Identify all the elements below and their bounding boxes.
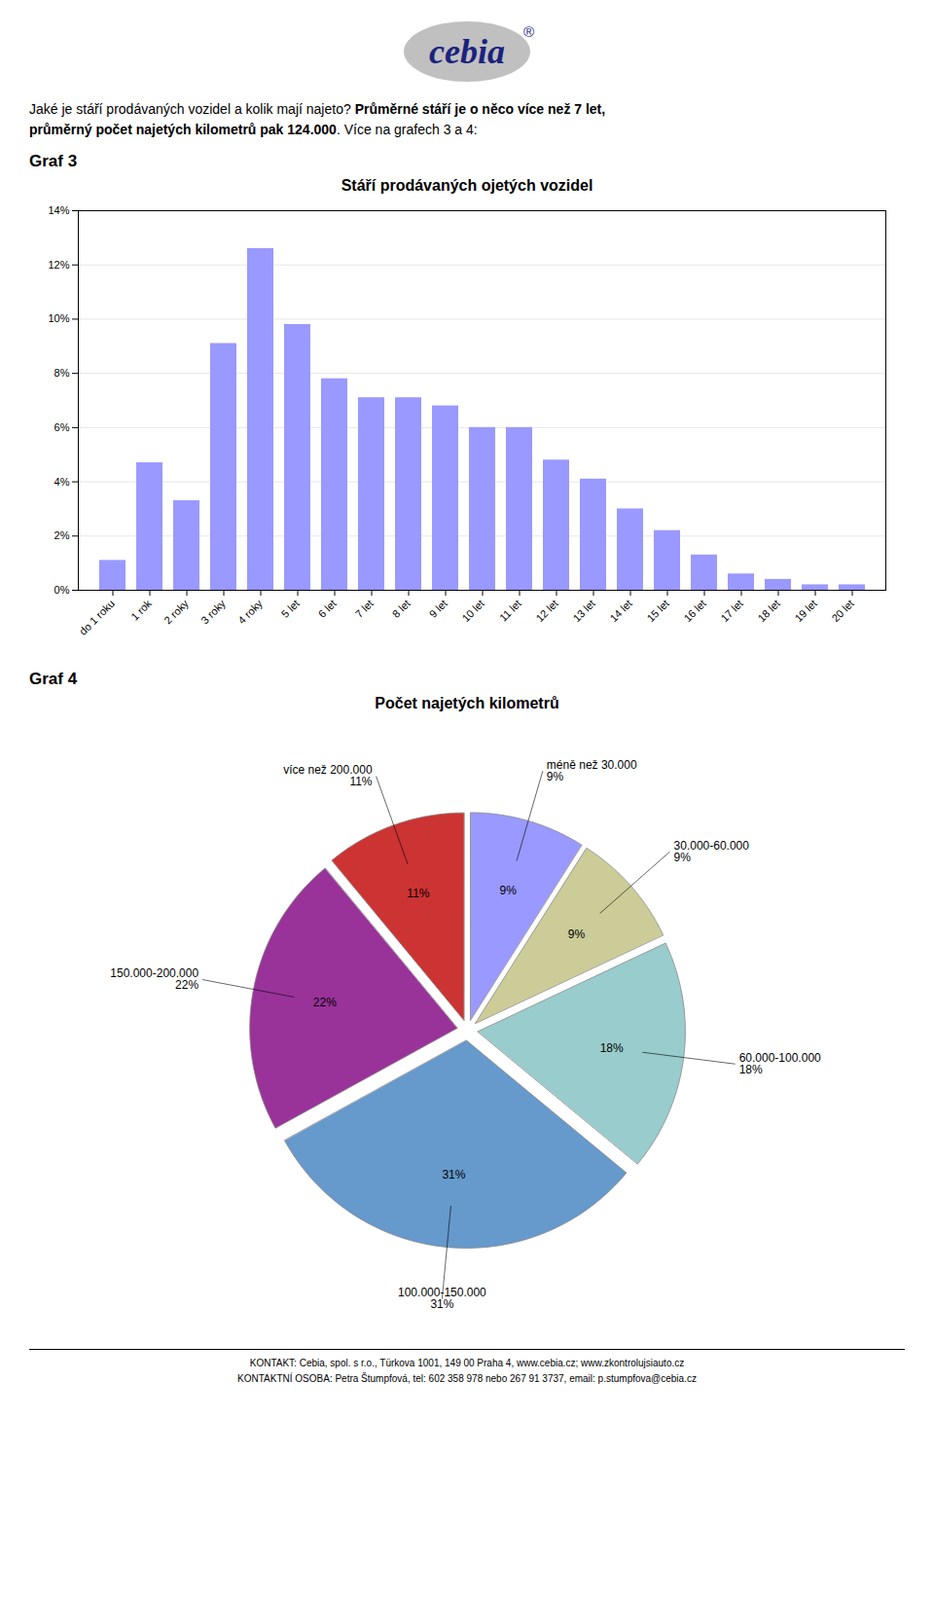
svg-text:1 rok: 1 rok (128, 596, 154, 622)
html-text:Graf 3: Graf 3 (29, 151, 77, 171)
svg-text:60.000-100.00018%: 60.000-100.00018% (739, 1050, 822, 1077)
html-text:Stáří prodávaných ojetých vozi: Stáří prodávaných ojetých vozidel (341, 177, 593, 194)
html-text:průměrný počet najetých kilome: průměrný počet najetých kilometrů pak 12… (29, 121, 478, 138)
svg-text:13 let: 13 let (570, 597, 598, 625)
svg-text:0%: 0% (54, 583, 71, 596)
svg-text:4 roky: 4 roky (235, 596, 265, 626)
svg-text:8%: 8% (54, 366, 71, 379)
svg-text:10 let: 10 let (459, 597, 487, 625)
svg-text:17 let: 17 let (718, 597, 746, 625)
svg-text:11%: 11% (406, 886, 430, 900)
svg-text:do 1 roku: do 1 roku (76, 597, 117, 638)
svg-text:7 let: 7 let (353, 597, 376, 620)
svg-text:30.000-60.0009%: 30.000-60.0009% (674, 838, 751, 864)
html-text:Graf 4: Graf 4 (29, 669, 77, 688)
svg-text:15 let: 15 let (644, 597, 672, 625)
svg-text:14%: 14% (47, 204, 70, 216)
svg-text:3 roky: 3 roky (198, 596, 228, 626)
svg-text:4%: 4% (54, 475, 71, 488)
svg-text:31%: 31% (441, 1167, 466, 1182)
svg-text:10%: 10% (47, 312, 70, 324)
svg-text:6%: 6% (54, 421, 71, 433)
svg-text:20 let: 20 let (828, 597, 857, 625)
svg-text:2%: 2% (54, 529, 71, 541)
svg-text:19 let: 19 let (791, 597, 820, 625)
html-text:Jaké je stáří prodávaných vozi: Jaké je stáří prodávaných vozidel a koli… (29, 101, 606, 117)
svg-text:12%: 12% (47, 258, 70, 271)
svg-text:9%: 9% (499, 883, 517, 898)
svg-text:11 let: 11 let (497, 597, 524, 624)
svg-text:150.000-200.00022%: 150.000-200.00022% (109, 966, 199, 992)
svg-text:9%: 9% (568, 927, 586, 941)
svg-text:méně než 30.0009%: méně než 30.0009% (546, 757, 638, 784)
html-text:KONTAKT: Cebia, spol. s r.o.,: KONTAKT: Cebia, spol. s r.o., Türkova 10… (249, 1357, 685, 1368)
html-text:Počet najetých kilometrů: Počet najetých kilometrů (374, 694, 560, 712)
svg-text:22%: 22% (313, 995, 337, 1009)
svg-text:9 let: 9 let (427, 597, 450, 620)
svg-text:více než 200.00011%: více než 200.00011% (283, 762, 373, 789)
svg-text:6 let: 6 let (316, 597, 339, 620)
svg-text:100.000-150.00031%: 100.000-150.00031% (397, 1285, 487, 1311)
svg-text:14 let: 14 let (607, 597, 635, 625)
svg-text:18%: 18% (600, 1041, 624, 1055)
svg-text:2 roky: 2 roky (161, 596, 191, 626)
svg-text:18 let: 18 let (754, 597, 783, 625)
svg-text:8 let: 8 let (390, 597, 413, 620)
html-text:cebia: cebia (429, 32, 505, 72)
svg-text:12 let: 12 let (533, 597, 561, 625)
html-text:KONTAKTNÍ OSOBA: Petra Štumpfo: KONTAKTNÍ OSOBA: Petra Štumpfová, tel: 6… (237, 1372, 697, 1384)
svg-text:16 let: 16 let (681, 597, 709, 625)
svg-text:5 let: 5 let (279, 597, 302, 620)
